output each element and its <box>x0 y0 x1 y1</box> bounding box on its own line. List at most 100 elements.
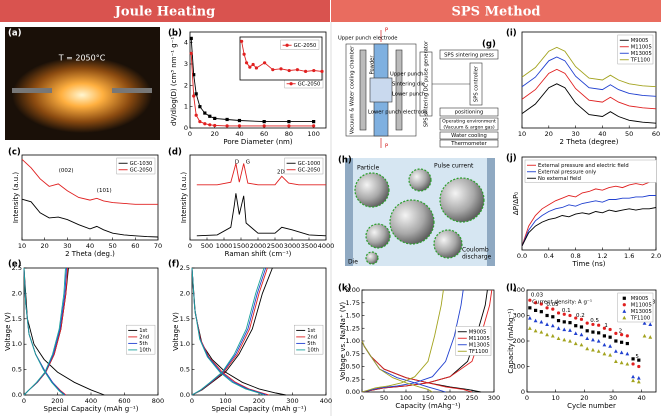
legend-label: TF1100 <box>630 57 650 63</box>
marker <box>625 361 630 366</box>
clamp <box>112 88 152 93</box>
diagram-label: (Vacuum & argon gas) <box>443 125 495 131</box>
diagram-label: discharge <box>462 254 492 261</box>
panel-label: (e) <box>8 260 22 270</box>
marker <box>625 341 629 346</box>
y-tick-label: 0.5 <box>12 366 22 374</box>
series-line <box>191 267 265 396</box>
legend-label: M13005 <box>631 309 652 315</box>
marker <box>539 319 544 324</box>
x-tick-label: 1.6 <box>624 252 634 260</box>
x-tick-label: 0 <box>360 394 364 402</box>
marker <box>631 378 635 383</box>
particle <box>433 229 463 259</box>
marker <box>213 123 217 128</box>
marker <box>597 323 601 327</box>
legend-label: TF1100 <box>468 349 488 355</box>
marker <box>262 124 266 128</box>
series-line <box>521 207 657 247</box>
x-tick-label: 600 <box>118 397 130 405</box>
x-tick-label: 0.0 <box>517 252 527 260</box>
x-tick-label: 0.8 <box>570 252 580 260</box>
marker <box>562 320 566 324</box>
marker <box>596 349 601 353</box>
marker <box>574 316 578 320</box>
marker <box>254 66 258 70</box>
marker <box>539 302 543 306</box>
diagram-label: SPS sintering DC pulse generator <box>424 40 430 127</box>
marker <box>534 308 538 312</box>
x-tick-label: 10 <box>18 242 26 250</box>
y-axis-label: dV/dlog(D) (cm³ nm⁻¹ g⁻¹) <box>170 34 178 126</box>
x-tick-label: 250 <box>466 394 478 402</box>
y-axis-label: Voltage (V) <box>4 312 12 351</box>
marker <box>312 124 316 128</box>
legend-label: 2nd <box>139 334 149 340</box>
annotation: 0.2 <box>576 313 585 319</box>
marker <box>585 336 590 341</box>
x-tick-label: 0 <box>22 397 26 405</box>
x-tick-label: 0 <box>188 242 192 250</box>
y-tick-label: 0.50 <box>346 363 360 371</box>
marker <box>189 36 193 40</box>
legend-label: GC-1030 <box>130 161 153 167</box>
x-tick-label: 40 <box>86 242 94 250</box>
legend-marker <box>285 43 289 47</box>
marker <box>631 374 635 379</box>
annotation: D <box>235 159 239 165</box>
legend-label: External pressure only <box>538 169 596 175</box>
particle <box>365 223 391 249</box>
marker <box>619 360 624 365</box>
marker <box>244 61 249 65</box>
x-tick-label: 400 <box>85 397 97 405</box>
annotation: Current density: A g⁻¹ <box>532 299 592 306</box>
panel-label: (j) <box>506 154 517 164</box>
marker <box>562 337 567 342</box>
marker <box>585 329 589 333</box>
legend-label: M13005 <box>469 342 490 348</box>
x-tick-label: 200 <box>444 394 456 402</box>
annotation: 0.03 <box>531 293 544 299</box>
marker <box>225 124 229 128</box>
x-tick-label: 3000 <box>284 242 301 250</box>
series-line <box>521 46 657 88</box>
marker <box>320 69 324 73</box>
header-bar <box>331 0 661 22</box>
marker <box>237 118 242 123</box>
series-line <box>521 195 656 247</box>
legend-marker <box>622 296 626 300</box>
legend-label: M9005 <box>469 329 487 335</box>
diagram-label: Powder <box>370 55 376 75</box>
series-line <box>521 56 657 97</box>
x-axis-label: Cycle number <box>567 402 616 410</box>
diagram-label: SPS controller <box>474 65 480 102</box>
marker <box>591 347 595 352</box>
y-tick-label: 1.50 <box>346 312 360 320</box>
particle <box>408 168 432 192</box>
panel-label: (i) <box>506 29 517 39</box>
marker <box>579 325 584 329</box>
x-tick-label: 50 <box>625 130 633 138</box>
x-tick-label: 0 <box>525 394 529 402</box>
marker <box>194 113 198 117</box>
press-box <box>439 49 499 60</box>
legend-marker <box>622 315 627 320</box>
x-tick-label: 150 <box>422 394 434 402</box>
marker <box>648 335 653 339</box>
x-tick-label: 800 <box>152 397 164 405</box>
marker <box>287 120 291 124</box>
marker <box>295 68 299 72</box>
marker <box>568 321 572 325</box>
diagram-label: P <box>385 28 388 34</box>
marker <box>213 116 217 120</box>
diagram-label: positioning <box>455 110 484 116</box>
diagram-label: Upper punch electrode <box>338 36 397 42</box>
marker <box>602 326 607 330</box>
marker <box>591 330 595 334</box>
x-tick-label: 400 <box>320 397 332 405</box>
y-tick-label: 2.00 <box>346 286 360 294</box>
series-line <box>21 158 158 205</box>
x-axis-label: Raman shift (cm⁻¹) <box>225 250 292 258</box>
legend-marker <box>622 303 626 307</box>
marker <box>625 351 630 356</box>
